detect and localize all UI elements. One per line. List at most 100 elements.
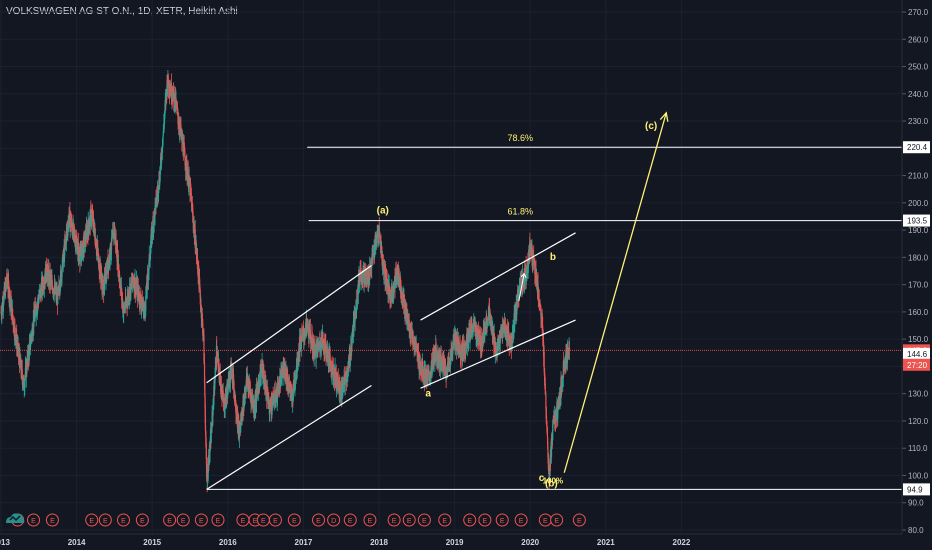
earnings-marker-label: E	[407, 518, 412, 525]
projection-arrow	[563, 112, 667, 473]
earnings-marker-label: E	[121, 518, 126, 525]
candle-body	[64, 240, 66, 257]
candle-body	[547, 436, 549, 448]
candle-body	[453, 342, 455, 348]
wave-label: (b)	[545, 478, 558, 489]
wave-label: 100%	[543, 477, 563, 486]
earnings-marker-icon	[402, 513, 416, 527]
candle-body	[45, 263, 47, 276]
wave-label: c	[539, 473, 545, 484]
earnings-marker-label: E	[348, 518, 353, 525]
candle-body	[204, 415, 207, 431]
candle-body	[62, 257, 64, 268]
earnings-marker-label: E	[241, 518, 246, 525]
earnings-marker-label: E	[519, 518, 524, 525]
candle-body	[9, 291, 11, 305]
candle-body	[381, 246, 383, 261]
candle-body	[202, 322, 204, 336]
candle-body	[543, 352, 545, 371]
earnings-marker-label: E	[216, 518, 221, 525]
candle-body	[177, 109, 179, 116]
earnings-marker-icon	[45, 513, 59, 527]
wave-label: a	[425, 388, 431, 399]
candle-body	[456, 337, 459, 352]
candle-body	[552, 419, 554, 431]
fib-level-label: 61.8%	[508, 207, 534, 217]
candle-body	[390, 288, 393, 302]
candle-body	[568, 347, 571, 351]
candle-body	[329, 354, 331, 362]
candle-body	[467, 333, 470, 341]
candle-body	[214, 367, 216, 378]
countdown-bg	[903, 358, 930, 371]
candle-body	[187, 169, 189, 187]
candle-body	[19, 354, 21, 362]
earnings-marker-label: E	[89, 518, 94, 525]
candle-body	[445, 368, 447, 378]
earnings-marker-icon	[495, 513, 509, 527]
earnings-marker-icon	[572, 513, 586, 527]
candle-body	[34, 304, 36, 308]
earnings-marker-label: E	[500, 518, 505, 525]
candle-body	[325, 344, 327, 351]
candle-body	[30, 342, 32, 347]
candle-body	[61, 269, 63, 278]
grid-lines	[0, 0, 902, 534]
candle-body	[203, 363, 206, 383]
earnings-marker-icon	[163, 513, 177, 527]
y-tick-label: 260.0	[908, 35, 929, 44]
candle-body	[304, 328, 307, 337]
candle-body	[75, 240, 77, 246]
price-label-bg	[903, 347, 930, 360]
candle-body	[322, 338, 324, 345]
candle-body	[554, 414, 556, 419]
y-tick-label: 210.0	[908, 172, 929, 181]
earnings-marker-icon	[363, 513, 377, 527]
price-axis: 270.0260.0250.0240.0230.0220.0210.0200.0…	[901, 0, 930, 535]
candle-body	[544, 373, 546, 386]
x-tick-label: 2014	[68, 538, 86, 547]
price-label: 144.6	[907, 350, 928, 359]
fib-level-label: 78.6%	[508, 133, 534, 143]
candle-body	[14, 335, 17, 343]
earnings-marker-icon	[116, 513, 130, 527]
candle-body	[190, 198, 193, 202]
candle-body	[411, 331, 414, 340]
earnings-marker-label: E	[467, 518, 472, 525]
candle-body	[12, 318, 14, 325]
candle-body	[194, 229, 196, 249]
candle-body	[518, 293, 520, 298]
earnings-marker-icon	[550, 513, 564, 527]
y-tick-label: 130.0	[908, 390, 929, 399]
candle-body	[353, 316, 355, 328]
candle-body	[145, 295, 147, 311]
y-tick-label: 90.0	[908, 499, 924, 508]
candle-body	[121, 287, 123, 298]
candle-body	[73, 224, 75, 227]
candle-body	[324, 338, 326, 344]
candle-body	[531, 247, 533, 264]
candle-body	[230, 361, 232, 373]
earnings-marker-icon	[387, 513, 401, 527]
candle-body	[473, 319, 475, 324]
candle-body	[162, 136, 164, 145]
price-label: 193.5	[907, 217, 928, 226]
candle-body	[14, 325, 16, 328]
earnings-marker-label: E	[316, 518, 321, 525]
candle-body	[457, 337, 459, 343]
channel-line	[206, 384, 372, 490]
x-tick-label: 2021	[597, 538, 615, 547]
candle-body	[33, 311, 35, 327]
candle-body	[483, 325, 485, 333]
candle-body	[34, 311, 36, 319]
earnings-marker-icon	[27, 513, 41, 527]
candle-body	[198, 265, 200, 278]
earnings-marker-label: E	[273, 518, 278, 525]
candle-series	[0, 70, 571, 493]
candle-body	[425, 369, 427, 380]
candle-body	[521, 276, 523, 282]
candle-body	[12, 308, 14, 317]
candle-body	[459, 343, 461, 355]
candle-body	[548, 468, 550, 472]
